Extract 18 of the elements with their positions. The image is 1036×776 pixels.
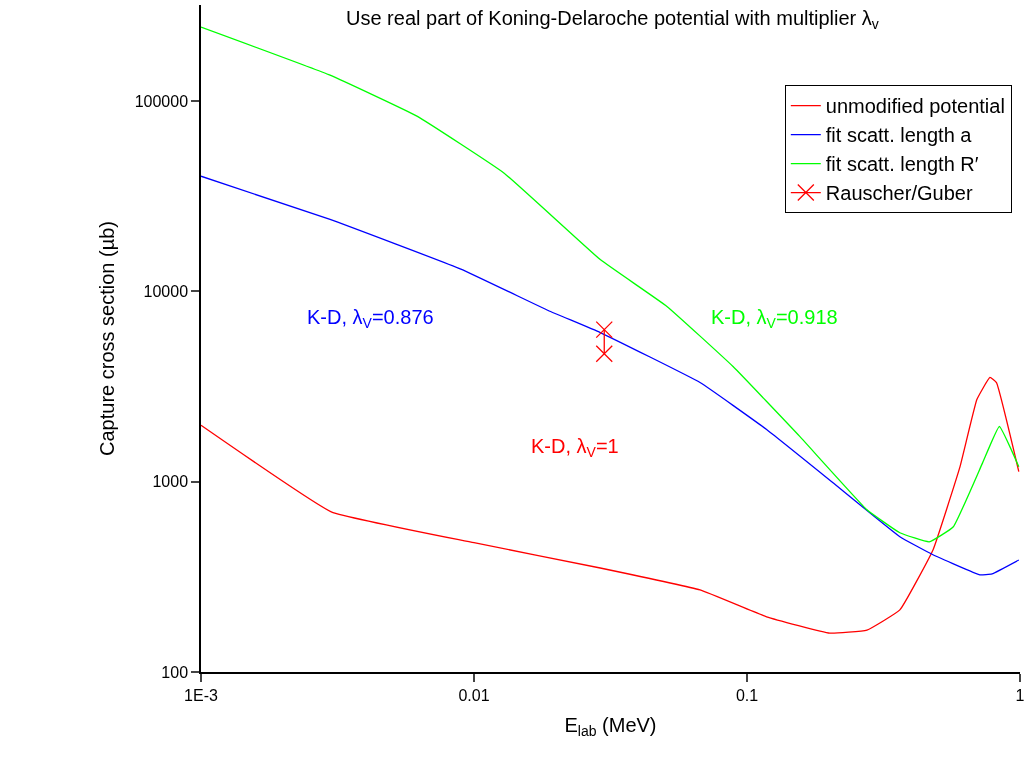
- y-tick-label: 100: [161, 663, 189, 681]
- x-tick-label: 1E-3: [184, 686, 218, 704]
- chart-title: Use real part of Koning-Delaroche potential with multiplier λ$_{v}$: [346, 7, 879, 33]
- x-tick-label: 1: [1015, 686, 1025, 704]
- y-tick-label: 10000: [143, 283, 189, 301]
- x-tick-label: 0.1: [735, 686, 759, 704]
- y-tick-label: 1000: [152, 473, 189, 491]
- legend-label: unmodified potential: [825, 95, 1005, 118]
- annotation: K-D, λ$_{V}$=1: [531, 435, 619, 461]
- y-axis-title: Capture cross section (µb): [95, 221, 118, 456]
- annotation: K-D, λ$_{V}$=0.876: [307, 306, 434, 332]
- legend-label: fit scatt. length R′: [825, 153, 979, 176]
- x-tick-label: 0.01: [458, 686, 490, 704]
- legend-label: fit scatt. length a: [825, 124, 973, 147]
- y-tick-label: 100000: [134, 92, 189, 110]
- annotation: K-D, λ$_{V}$=0.918: [711, 306, 838, 332]
- legend-label: Rauscher/Guber: [825, 182, 973, 205]
- x-axis-title: E$_{lab}$ (MeV): [564, 713, 657, 740]
